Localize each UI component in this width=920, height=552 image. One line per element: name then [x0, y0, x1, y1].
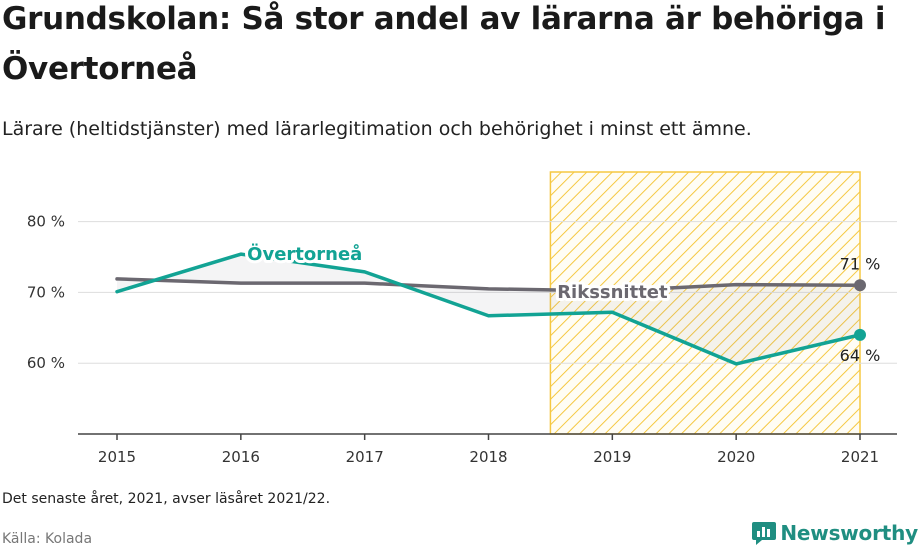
series-line-overtornea: [115, 252, 862, 366]
chart-subtitle: Lärare (heltidstjänster) med lärarlegiti…: [2, 118, 752, 140]
x-tick-label: 2020: [717, 448, 755, 466]
x-tick-label: 2016: [222, 448, 260, 466]
series-line-rikssnittet: [115, 277, 862, 293]
y-tick-label: 80 %: [27, 213, 65, 231]
series-label-overtornea: Övertorneå: [247, 243, 362, 265]
chart-title: Grundskolan: Så stor andel av lärarna är…: [2, 1, 886, 87]
x-tick-label: 2017: [346, 448, 384, 466]
brand-name: Newsworthy: [780, 521, 918, 545]
x-tick-label: 2019: [593, 448, 631, 466]
source-note: Källa: Kolada: [2, 531, 93, 547]
endpoint-rikssnittet: [854, 279, 866, 292]
value-label-overtornea-2021: 64 %: [840, 346, 881, 365]
brand-logo: Newsworthy: [752, 520, 918, 546]
newsworthy-logo-icon: [752, 522, 777, 545]
x-tick-label: 2018: [469, 448, 507, 466]
x-tick-label: 2021: [841, 448, 879, 466]
x-tick-label: 2015: [98, 448, 136, 466]
y-tick-label: 60 %: [27, 354, 65, 372]
endpoint-overtornea: [854, 328, 866, 341]
y-tick-label: 70 %: [27, 283, 65, 301]
line-chart: 60 % 70 % 80 % 2015 2016 2017 2018 2019 2020 2021…: [27, 171, 897, 466]
series-label-rikssnittet: Rikssnittet: [557, 282, 668, 303]
footnote: Det senaste året, 2021, avser läsåret 20…: [2, 491, 331, 507]
highlight-region: [549, 171, 861, 435]
value-label-rikssnittet-2021: 71 %: [840, 254, 881, 273]
